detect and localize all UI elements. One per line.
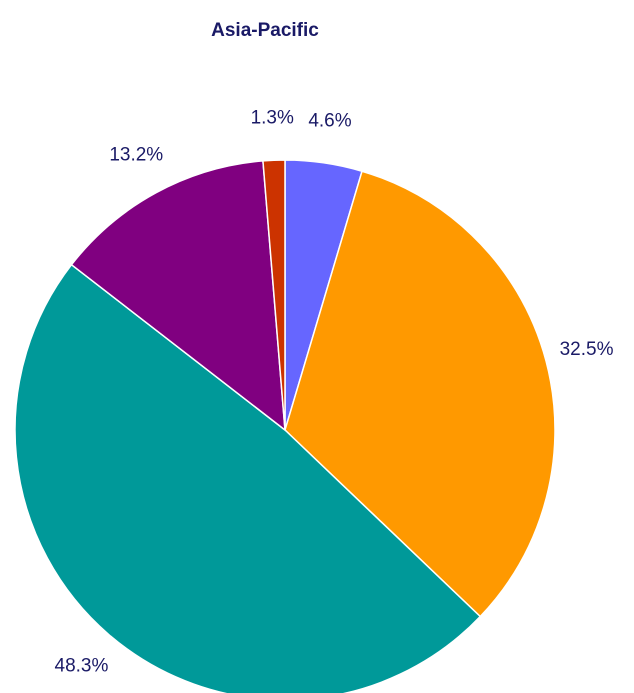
slice-label: 32.5%	[560, 339, 614, 360]
pie-slice	[284, 170, 556, 618]
slice-label: 13.2%	[109, 145, 163, 166]
pie-slice	[262, 159, 286, 431]
slice-label: 1.3%	[251, 107, 294, 128]
slice-label: 48.3%	[55, 655, 109, 676]
slice-label: 4.6%	[308, 110, 351, 131]
pie-slice	[70, 160, 286, 432]
pie-slice	[14, 263, 482, 693]
chart-title: Asia-Pacific	[211, 20, 319, 41]
